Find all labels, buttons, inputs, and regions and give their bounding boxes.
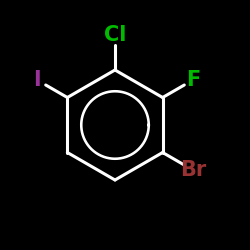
Text: Cl: Cl xyxy=(104,25,126,45)
Text: Br: Br xyxy=(180,160,206,180)
Text: F: F xyxy=(186,70,200,90)
Text: I: I xyxy=(33,70,41,90)
